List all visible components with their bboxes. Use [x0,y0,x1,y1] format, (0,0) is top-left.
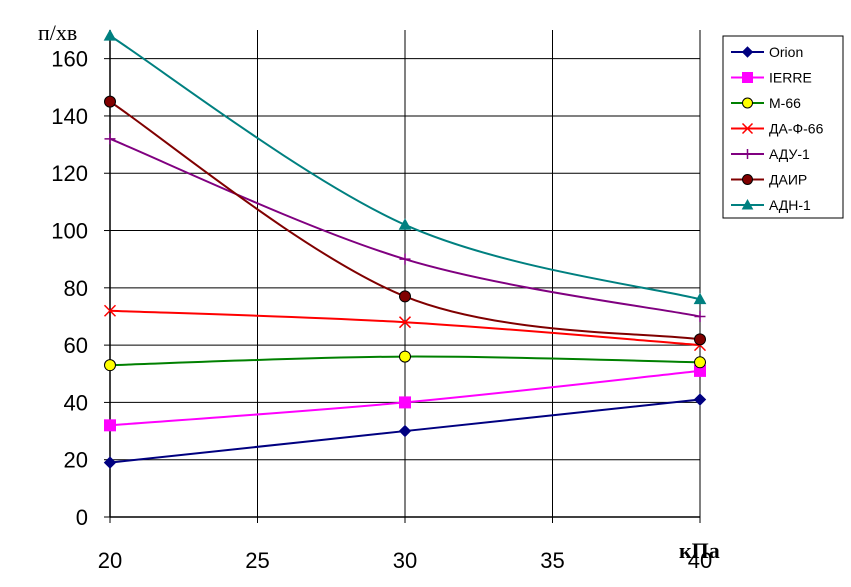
legend-swatch-marker [742,72,753,83]
data-point [694,310,706,322]
data-point [398,218,412,230]
data-point [103,29,117,41]
series-1 [103,393,707,469]
data-point [104,359,116,372]
series-3 [104,350,706,372]
x-tick-label: 40 [688,548,712,573]
data-point [694,356,706,369]
legend-swatch-marker [741,46,754,58]
y-tick-label: 60 [64,333,88,358]
y-tick-label: 0 [76,505,88,530]
x-tick-label: 25 [245,548,269,573]
legend-label: ДА-Ф-66 [769,121,824,137]
legend-label: АДН-1 [769,197,811,213]
data-point [399,396,411,409]
series-5 [104,133,706,322]
series-7 [103,29,707,305]
series-2 [104,364,706,432]
legend-label: АДУ-1 [769,146,810,162]
data-point [399,350,411,363]
y-tick-label: 80 [64,276,88,301]
y-tick-label: 20 [64,448,88,473]
data-point [693,292,707,305]
legend-item: АДН-1 [731,197,811,213]
legend-swatch-marker [741,122,754,135]
data-point [694,333,706,346]
legend-box [722,35,844,219]
legend-label: М-66 [769,95,801,111]
data-point [398,316,412,329]
data-point [399,253,411,265]
y-tick-label: 120 [51,161,88,186]
legend-swatch-marker [741,198,754,210]
x-axis-label: кПа [679,538,720,563]
data-point [103,304,117,317]
y-tick-label: 160 [51,47,88,72]
data-point [104,95,116,108]
legend-item: М-66 [731,95,801,111]
data-point [104,133,116,145]
data-point [103,456,117,469]
y-tick-labels: 0 20 40 60 80 100 120 140 160 [51,47,88,530]
legend-item: АДУ-1 [731,146,810,162]
data-point [399,290,411,303]
series-6 [104,95,706,346]
y-axis-label: п/хв [38,20,77,45]
legend-swatch-marker [742,97,753,109]
legend-item: ДАИР [731,172,807,188]
y-tick-label: 140 [51,104,88,129]
y-tick-label: 100 [51,219,88,244]
axes [104,30,701,523]
data-point [104,419,116,432]
legend-label: Orion [769,44,803,60]
legend-label: ДАИР [769,172,807,188]
legend: Orion IERRE М-66 ДА-Ф-66 АДУ-1 ДАИР АДН-1 [722,35,844,219]
legend-swatch-marker [742,149,753,159]
y-tick-label: 40 [64,390,88,415]
series-group [103,29,707,469]
x-tick-label: 35 [540,548,564,573]
legend-swatch-marker [742,174,753,185]
x-tick-label: 30 [393,548,417,573]
legend-item: IERRE [731,70,812,86]
legend-item: ДА-Ф-66 [731,121,824,137]
legend-item: Orion [731,44,803,60]
legend-label: IERRE [769,70,812,86]
data-point [693,393,707,406]
x-tick-labels: 20 25 30 35 40 [98,548,712,573]
data-point [398,424,412,438]
x-tick-label: 20 [98,548,122,573]
